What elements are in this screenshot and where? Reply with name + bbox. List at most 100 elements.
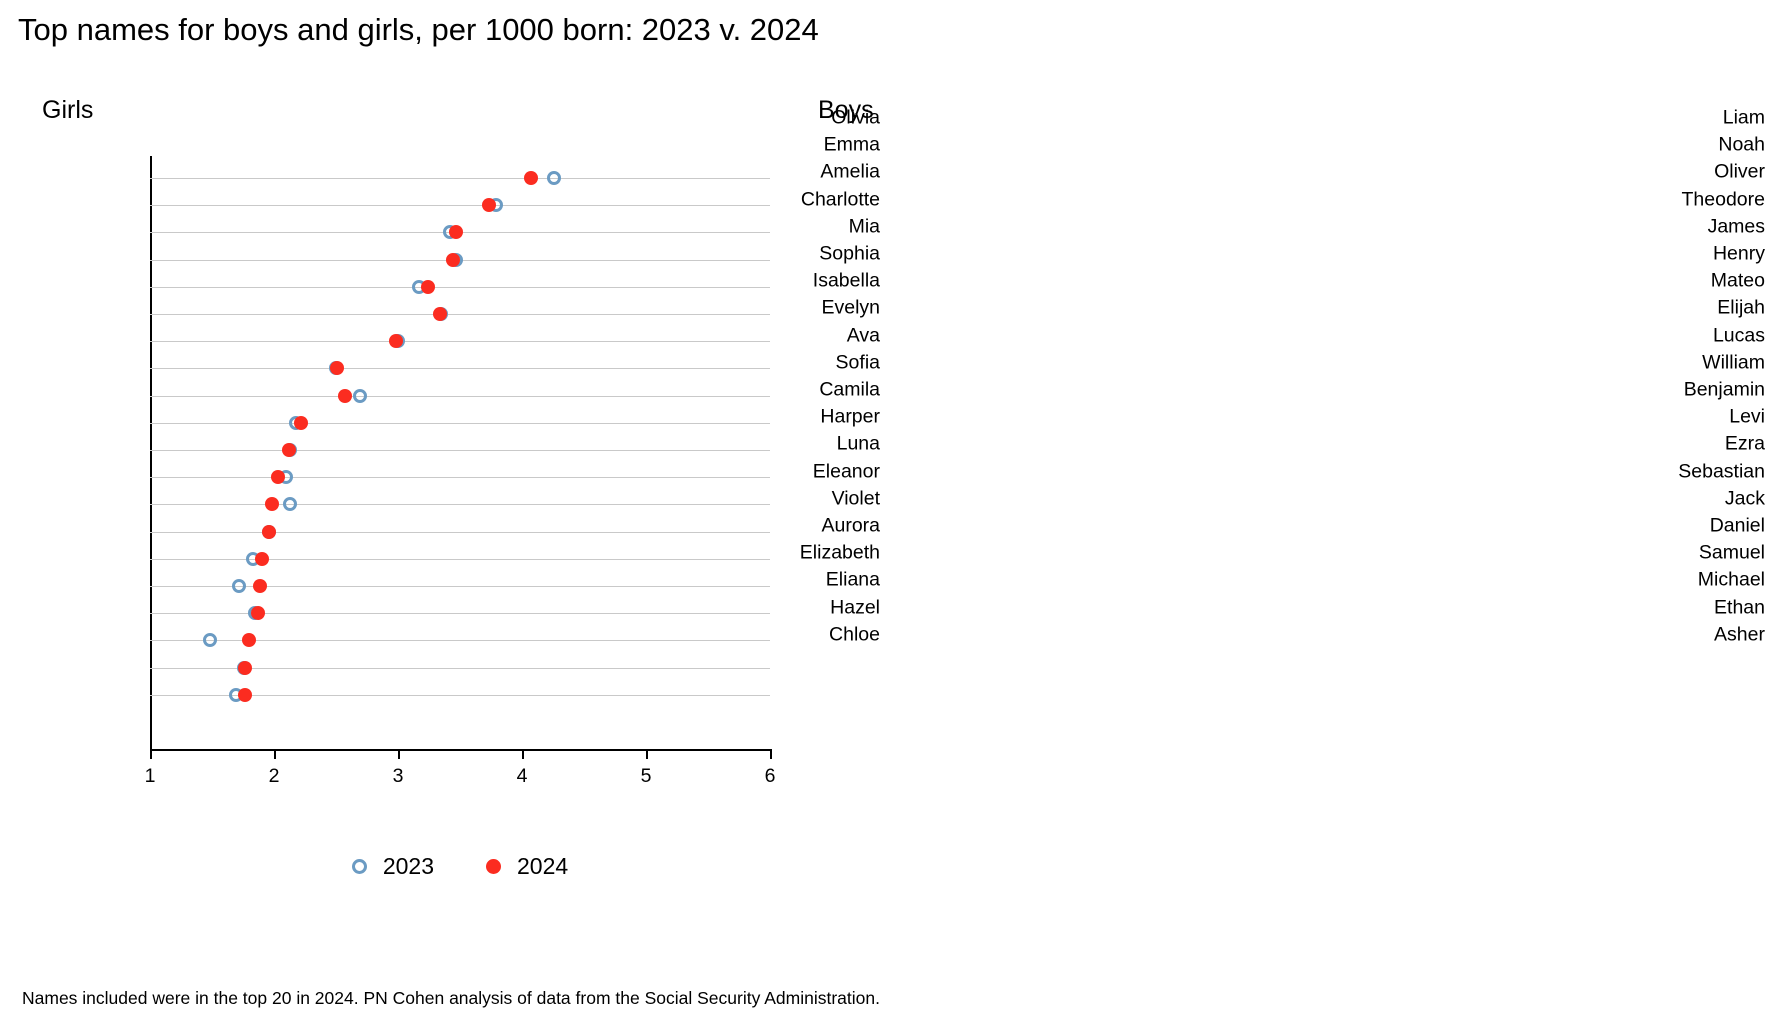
category-label: Violet [831,487,880,510]
category-label: Eleanor [812,460,880,483]
footnote: Names included were in the top 20 in 202… [22,988,880,1008]
category-label: Aurora [821,514,880,537]
data-point-2024 [294,415,309,430]
legend-label-2023: 2023 [382,852,434,879]
gridline [150,477,770,479]
category-label: Camila [819,378,880,401]
data-point-2024 [433,307,448,321]
category-label: Ethan [1714,596,1765,619]
data-point-2024 [388,334,403,349]
data-point-2023 [202,633,217,648]
x-axis-tick [770,751,772,759]
data-point-2024 [250,606,265,621]
legend-item-2024-girls: 2024 [486,853,568,880]
category-label: Luna [836,432,880,455]
x-axis-tick-label: 3 [392,765,404,787]
category-label: Hazel [830,596,880,619]
plot-area-girls: 1 2 3 4 5 6 [145,156,775,816]
data-point-2024 [242,633,257,648]
gridline [150,205,770,207]
panel-girls: Girls 1 2 3 4 5 6 Olivia Emma Amelia Charlotte Mi… [0,96,880,886]
panel-title-girls: Girls [42,96,94,124]
category-label: Sophia [819,242,880,265]
category-label: Samuel [1698,541,1765,564]
category-label: Sofia [835,351,880,374]
y-axis-line-girls [150,156,152,751]
category-label: Emma [823,133,880,156]
gridline [150,586,770,587]
data-point-2024 [254,551,269,566]
category-label: Harper [820,405,880,428]
page-title: Top names for boys and girls, per 1000 b… [18,12,819,47]
open-circle-icon [351,858,367,874]
x-axis-tick [522,751,524,759]
data-point-2024 [238,687,253,702]
category-label: Noah [1718,133,1765,156]
category-label: Sebastian [1678,460,1765,483]
data-point-2024 [420,279,435,294]
x-axis-tick-label: 1 [144,765,156,787]
gridline [150,504,770,506]
data-point-2024 [238,660,253,675]
category-label: Evelyn [821,296,880,319]
legend-item-2023-girls: 2023 [351,852,434,880]
gridline [150,613,770,615]
x-axis-tick-label: 5 [640,765,652,787]
category-label: Charlotte [800,188,880,211]
category-label: Mateo [1710,269,1765,292]
category-label: Levi [1729,405,1765,428]
category-label: Theodore [1681,188,1765,211]
filled-circle-icon [486,858,501,874]
category-label: Michael [1697,568,1765,591]
gridline [150,395,770,397]
category-label: Isabella [812,269,880,292]
category-label: Amelia [820,160,880,183]
category-label: Ava [846,324,880,347]
data-point-2024 [449,225,464,240]
x-axis-tick-label: 6 [764,765,776,787]
gridline [150,531,770,533]
x-axis-tick [150,751,152,759]
x-axis-tick [646,751,648,759]
category-label: Lucas [1712,324,1765,347]
gridline [150,368,770,370]
data-point-2024 [337,388,352,403]
category-label: Ezra [1724,432,1765,455]
data-point-2024 [270,470,285,485]
category-label: Elijah [1717,296,1765,319]
category-label: Mia [848,215,880,238]
category-label: Elizabeth [799,541,880,564]
data-point-2024 [253,579,268,593]
data-point-2023 [232,579,247,593]
data-point-2023 [283,497,298,512]
category-label: Oliver [1714,160,1765,183]
panel-title-boys: Boys [818,96,874,124]
x-axis-line-girls [150,749,772,751]
x-axis-tick [274,751,276,759]
category-label: Olivia [831,106,880,129]
legend-girls: 2023 2024 [150,846,770,886]
data-point-2023 [352,388,367,403]
category-label: Henry [1712,242,1765,265]
category-label: Daniel [1709,514,1765,537]
category-label: Jack [1724,487,1765,510]
data-point-2024 [330,361,345,376]
gridline [150,450,770,451]
data-point-2024 [262,524,277,539]
gridline [150,558,770,560]
gridline [150,422,770,424]
data-point-2023 [547,171,562,185]
category-label: Benjamin [1683,378,1765,401]
x-axis-tick-label: 2 [268,765,280,787]
gridline [150,341,770,343]
gridline [150,178,770,179]
category-label: Asher [1714,623,1765,646]
x-axis-tick [398,751,400,759]
data-point-2024 [281,443,296,457]
gridline [150,286,770,288]
data-point-2024 [264,497,279,512]
gridline [150,314,770,315]
category-label: Eliana [825,568,880,591]
gridline [150,640,770,642]
